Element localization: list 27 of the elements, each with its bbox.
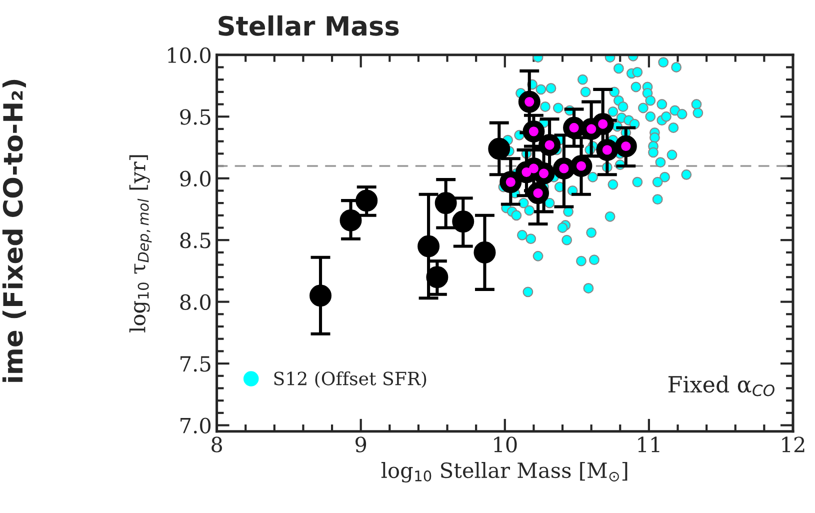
point: [474, 241, 496, 264]
y-tick-label: 8.5: [180, 232, 210, 248]
point: [488, 138, 510, 160]
y-tick-label: 9.0: [180, 170, 211, 187]
legend-label: S12 (Offset SFR): [274, 371, 426, 388]
x-tick-label: 8: [212, 436, 222, 452]
text: ime (Fixed CO-to-H₂): [2, 80, 26, 382]
chart-title: Stellar Mass: [218, 15, 399, 36]
point: [340, 209, 362, 232]
y-axis-title: log$_{10}$ τ$_{Dep,mol}$ [yr]: [129, 155, 152, 332]
x-axis-title: log$_{10}$ Stellar Mass [M$_{⊙}$]: [381, 462, 628, 482]
y-tick-label: 7.0: [180, 418, 211, 434]
annotation: Fixed α$_{CO}$: [668, 375, 774, 396]
point: [434, 192, 457, 214]
x-tick-label: 11: [638, 436, 660, 452]
x-tick-label: 12: [782, 436, 804, 452]
y-tick-label: 7.5: [180, 356, 210, 372]
y-tick-label: 9.5: [180, 109, 210, 125]
y-tick-label: 10.0: [168, 47, 211, 64]
x-tick-label: 10: [494, 436, 517, 452]
point: [356, 190, 378, 212]
y-tick-label: 8.0: [180, 294, 211, 310]
x-tick-label: 9: [356, 436, 366, 452]
point: [426, 266, 448, 288]
point: [310, 284, 332, 307]
point: [418, 235, 440, 258]
point: [452, 210, 474, 233]
